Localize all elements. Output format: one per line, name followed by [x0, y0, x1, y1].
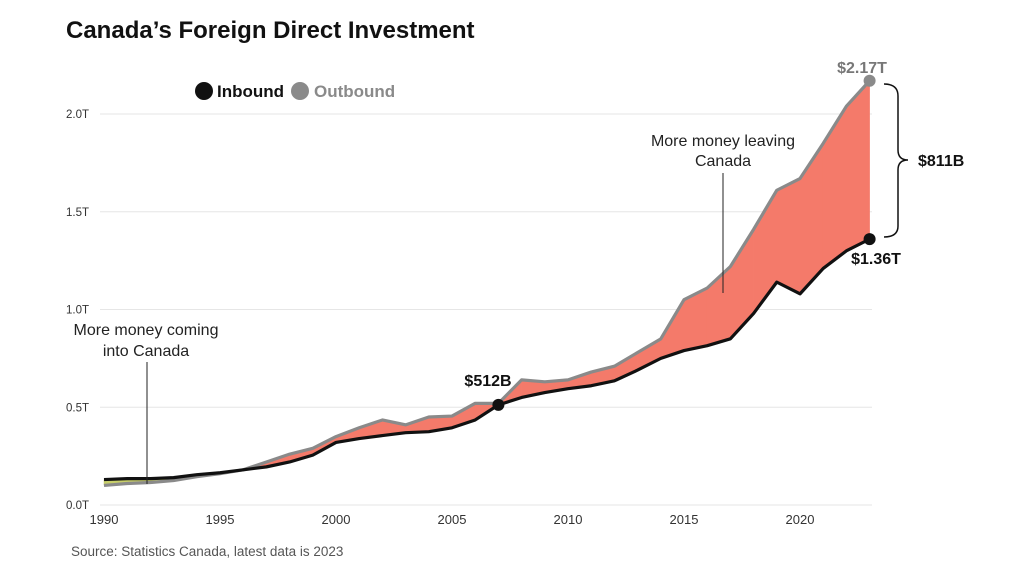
annotation-leaving-line2: Canada	[695, 153, 751, 170]
y-axis: 0.0T 0.5T 1.0T 1.5T 2.0T	[66, 109, 89, 512]
x-tick-label: 2020	[786, 512, 815, 527]
x-tick-label: 1990	[90, 512, 119, 527]
annotation-coming-line1: More money coming	[74, 322, 219, 339]
annotation-coming-line2: into Canada	[103, 343, 189, 360]
series-line-inbound	[103, 237, 871, 482]
label-2023-inbound: $1.36T	[851, 251, 901, 268]
series-lines	[103, 79, 871, 488]
gap-fill-segment	[846, 80, 870, 252]
label-2023-outbound: $2.17T	[837, 60, 887, 77]
y-tick-label: 0.0T	[66, 500, 89, 512]
x-tick-label: 1995	[206, 512, 235, 527]
y-tick-label: 1.0T	[66, 305, 89, 317]
source-note: Source: Statistics Canada, latest data i…	[71, 544, 343, 559]
x-tick-label: 2015	[670, 512, 699, 527]
annotation-leaving: More money leaving Canada	[651, 133, 795, 293]
point-markers	[492, 74, 876, 411]
legend: Inbound Outbound	[195, 82, 395, 101]
annotation-coming: More money coming into Canada	[74, 322, 219, 484]
x-tick-label: 2010	[554, 512, 583, 527]
y-tick-label: 2.0T	[66, 109, 89, 121]
x-tick-label: 2005	[438, 512, 467, 527]
x-axis: 1990 1995 2000 2005 2010 2015 2020	[90, 512, 815, 527]
marker-2023-inbound	[863, 233, 876, 246]
legend-outbound-marker	[291, 82, 309, 100]
legend-inbound-label: Inbound	[217, 82, 284, 101]
y-tick-label: 0.5T	[66, 402, 89, 414]
label-2007-inbound: $512B	[464, 373, 511, 390]
x-tick-label: 2000	[322, 512, 351, 527]
gap-fill-segment	[776, 178, 801, 295]
y-tick-label: 1.5T	[66, 207, 89, 219]
gap-label: $811B	[918, 153, 964, 170]
gridlines	[100, 113, 872, 506]
gap-brace	[883, 83, 909, 238]
marker-2007-inbound	[492, 398, 505, 411]
marker-2023-outbound	[863, 74, 876, 87]
gap-fill-segment	[822, 105, 847, 269]
chart-title: Canada’s Foreign Direct Investment	[66, 17, 475, 44]
annotation-leaving-line1: More money leaving	[651, 133, 795, 150]
legend-outbound-label: Outbound	[314, 82, 395, 101]
legend-inbound-marker	[195, 82, 213, 100]
